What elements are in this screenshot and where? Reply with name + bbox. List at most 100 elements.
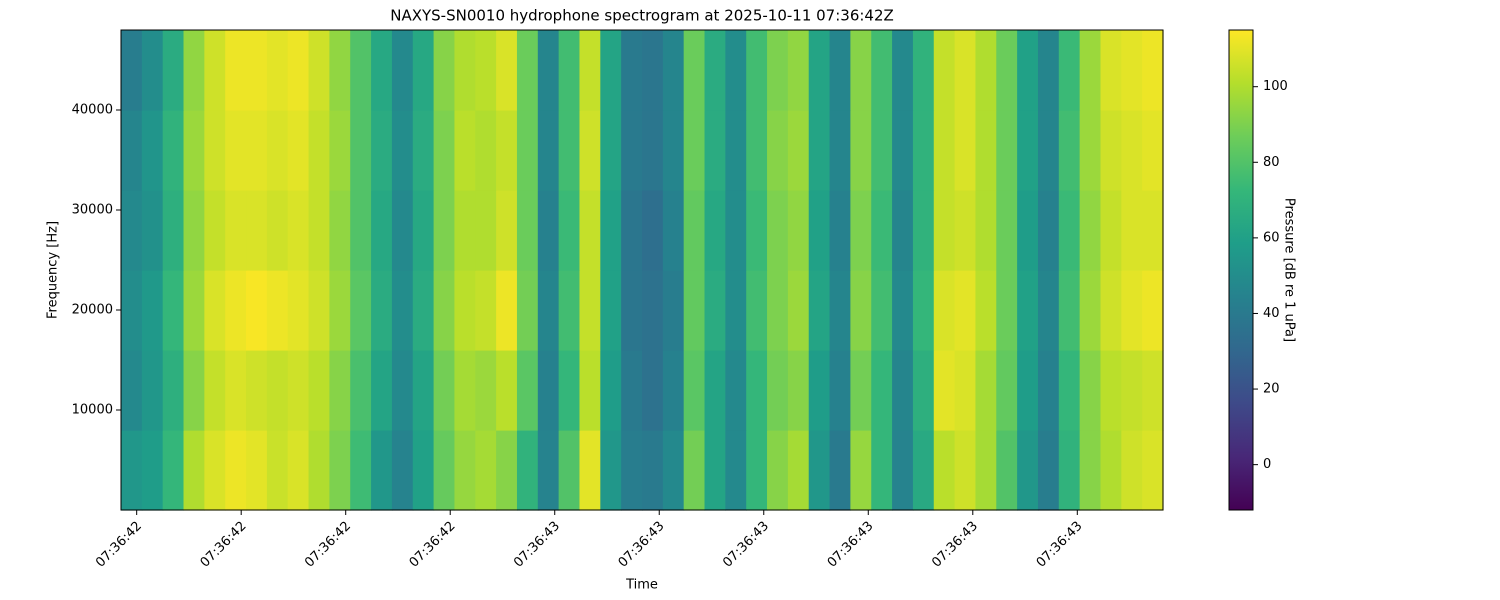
x-tick-label: 07:36:43: [616, 519, 668, 571]
heatmap-cell: [454, 110, 476, 191]
heatmap-cell: [475, 190, 497, 271]
heatmap-cell: [121, 30, 143, 111]
heatmap-cell: [600, 30, 622, 111]
heatmap-cell: [121, 110, 143, 191]
heatmap-cell: [850, 190, 872, 271]
heatmap-cell: [1100, 30, 1122, 111]
heatmap-cell: [204, 30, 226, 111]
heatmap-cell: [558, 30, 581, 111]
heatmap-cell: [662, 190, 685, 271]
heatmap-cell: [537, 430, 560, 511]
heatmap-cell: [912, 110, 935, 191]
heatmap-cell: [1079, 190, 1102, 271]
heatmap-cell: [767, 430, 789, 511]
heatmap-cell: [433, 270, 456, 351]
heatmap-cell: [808, 350, 831, 431]
heatmap-cell: [225, 430, 247, 511]
heatmap-cell: [183, 350, 205, 431]
heatmap-cell: [642, 270, 664, 351]
heatmap-cell: [433, 110, 456, 191]
heatmap-cell: [892, 110, 914, 191]
heatmap-cell: [579, 190, 601, 271]
heatmap-cell: [350, 270, 372, 351]
heatmap-cell: [808, 270, 831, 351]
heatmap-cell: [162, 350, 185, 431]
heatmap-cell: [371, 30, 393, 111]
heatmap-cell: [266, 190, 289, 271]
heatmap-cell: [579, 30, 601, 111]
heatmap-cell: [475, 30, 497, 111]
heatmap-cell: [141, 350, 164, 431]
heatmap-cell: [391, 270, 414, 351]
heatmap-cell: [371, 110, 393, 191]
heatmap-cell: [579, 110, 601, 191]
heatmap-cell: [287, 350, 310, 431]
chart-title: NAXYS-SN0010 hydrophone spectrogram at 2…: [390, 7, 894, 25]
heatmap-cell: [933, 30, 956, 111]
heatmap-cell: [996, 270, 1018, 351]
heatmap-cell: [246, 190, 268, 271]
heatmap-cell: [183, 270, 205, 351]
heatmap-cell: [162, 30, 185, 111]
heatmap-cell: [621, 110, 643, 191]
heatmap-cell: [704, 350, 726, 431]
heatmap-cell: [329, 430, 351, 511]
heatmap-cell: [371, 270, 393, 351]
heatmap-cell: [829, 430, 851, 511]
heatmap-cell: [350, 190, 372, 271]
x-tick-label: 07:36:43: [929, 519, 981, 571]
heatmap-cell: [642, 110, 664, 191]
heatmap-cell: [162, 110, 185, 191]
heatmap-cell: [141, 430, 164, 511]
colorbar-tick-label: 60: [1263, 230, 1280, 245]
heatmap-cell: [558, 270, 581, 351]
heatmap-cell: [1121, 110, 1143, 191]
heatmap-cell: [454, 430, 476, 511]
heatmap-cell: [871, 270, 893, 351]
heatmap-cell: [454, 30, 476, 111]
heatmap-cell: [746, 30, 768, 111]
heatmap-cell: [829, 30, 851, 111]
heatmap-cell: [975, 190, 997, 271]
heatmap-cell: [1058, 110, 1081, 191]
heatmap-cell: [225, 30, 247, 111]
heatmap-cell: [767, 350, 789, 431]
heatmap-cell: [308, 30, 330, 111]
heatmap-cell: [391, 430, 414, 511]
heatmap-cell: [1142, 190, 1164, 271]
heatmap-cell: [371, 350, 393, 431]
heatmap-cell: [892, 350, 914, 431]
heatmap-cell: [662, 30, 685, 111]
heatmap-cell: [642, 430, 664, 511]
heatmap-cell: [204, 350, 226, 431]
heatmap-cell: [787, 30, 810, 111]
heatmap-cell: [871, 430, 893, 511]
heatmap-cell: [808, 110, 831, 191]
heatmap-cell: [391, 350, 414, 431]
heatmap-cell: [662, 110, 685, 191]
heatmap-cell: [704, 110, 726, 191]
heatmap-cell: [579, 350, 601, 431]
heatmap-cell: [516, 190, 539, 271]
heatmap-cell: [1037, 270, 1060, 351]
heatmap-cell: [996, 30, 1018, 111]
x-tick-label: 07:36:42: [198, 519, 250, 571]
heatmap-cell: [246, 110, 268, 191]
heatmap-cell: [329, 190, 351, 271]
heatmap-cell: [996, 190, 1018, 271]
plot-frame: [120, 29, 1164, 511]
heatmap-cell: [600, 270, 622, 351]
heatmap-cell: [558, 190, 581, 271]
colorbar-tick-label: 100: [1263, 79, 1288, 94]
heatmap-cell: [204, 110, 226, 191]
x-tick-label: 07:36:42: [407, 519, 459, 571]
heatmap-cell: [912, 350, 935, 431]
heatmap-cell: [600, 110, 622, 191]
heatmap-cell: [433, 430, 456, 511]
heatmap-cell: [516, 270, 539, 351]
heatmap-cell: [1079, 30, 1102, 111]
heatmap-cell: [329, 110, 351, 191]
heatmap-cell: [287, 110, 310, 191]
heatmap-cell: [933, 270, 956, 351]
heatmap-cell: [266, 110, 289, 191]
